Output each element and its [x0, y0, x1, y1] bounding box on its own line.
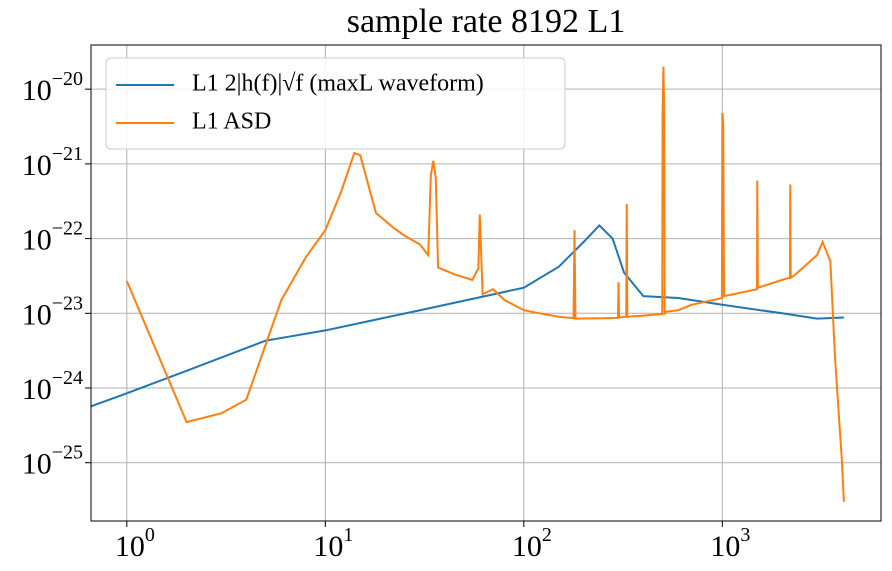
tick-exponent: −24: [52, 367, 83, 389]
tick-exponent: 2: [542, 524, 552, 546]
tick-exponent: 3: [740, 524, 750, 546]
chart-title: sample rate 8192 L1: [347, 3, 626, 40]
tick-label: 10−23: [22, 292, 83, 331]
tick-exponent: −22: [52, 217, 83, 239]
tick-label: 102: [512, 524, 552, 563]
tick-base: 10: [22, 448, 52, 481]
series-line: [91, 224, 844, 408]
series-line: [125, 66, 845, 502]
tick-base: 10: [512, 530, 542, 563]
tick-base: 10: [313, 530, 343, 563]
tick-label: 10−22: [22, 217, 83, 256]
tick-label: 10−21: [22, 142, 83, 181]
tick-label: 10−25: [22, 441, 83, 480]
tick-base: 10: [22, 298, 52, 331]
tick-base: 10: [22, 373, 52, 406]
tick-base: 10: [22, 74, 52, 107]
legend-box: [105, 57, 566, 150]
tick-base: 10: [22, 223, 52, 256]
tick-base: 10: [710, 530, 740, 563]
legend-label: L1 2|h(f)|√f (maxL waveform): [192, 71, 484, 97]
tick-exponent: −20: [52, 68, 83, 90]
tick-exponent: −25: [52, 441, 83, 463]
tick-label: 10−24: [22, 367, 83, 406]
tick-exponent: −23: [52, 292, 83, 314]
plot-frame: [90, 44, 882, 522]
tick-label: 101: [313, 524, 353, 563]
tick-base: 10: [22, 149, 52, 182]
tick-base: 10: [115, 530, 145, 563]
tick-exponent: 0: [145, 524, 155, 546]
legend-label: L1 ASD: [192, 109, 271, 135]
tick-label: 100: [115, 524, 155, 563]
tick-label: 103: [710, 524, 750, 563]
tick-label: 10−20: [22, 68, 83, 107]
tick-exponent: 1: [343, 524, 353, 546]
tick-exponent: −21: [52, 142, 83, 164]
